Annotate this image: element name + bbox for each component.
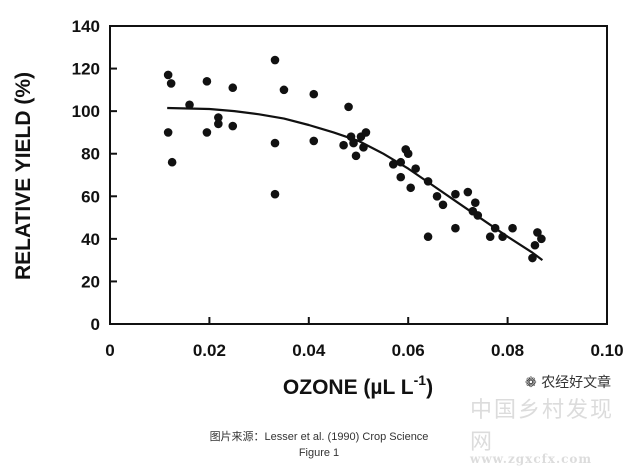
data-point [270, 189, 280, 199]
data-point [228, 83, 238, 93]
data-point [406, 183, 415, 193]
plot-frame [109, 25, 608, 325]
x-tick-label: 0 [105, 341, 114, 360]
x-axis-title-superscript: -1 [414, 372, 427, 388]
data-point [163, 128, 173, 137]
data-point [463, 187, 473, 197]
data-point [451, 223, 460, 233]
wechat-watermark: ❁ 农经好文章 [525, 372, 611, 392]
data-point [344, 102, 353, 112]
data-point [349, 138, 358, 148]
data-point [309, 89, 319, 99]
site-watermark-name: 中国乡村发现网 [470, 398, 615, 455]
source-caption: 图片来源：Lesser et al. (1990) Crop Science [209, 431, 429, 443]
data-point [411, 164, 420, 173]
x-tick-label: 0.08 [491, 341, 524, 360]
data-point [361, 128, 371, 137]
x-tick-label: 0.10 [590, 341, 623, 360]
x-tick-label: 0.02 [193, 341, 226, 360]
data-point [490, 223, 500, 233]
data-point [396, 172, 406, 182]
data-point [163, 70, 173, 80]
data-points-layer [163, 55, 546, 263]
data-point [451, 189, 460, 199]
data-point [528, 253, 537, 263]
data-point [270, 138, 280, 148]
data-point [485, 232, 495, 242]
data-point [498, 232, 507, 242]
data-point [279, 85, 289, 95]
y-tick-label: 0 [91, 315, 100, 334]
x-tick-label: 0.04 [292, 341, 326, 360]
data-point [508, 223, 517, 233]
data-point [167, 157, 177, 167]
site-watermark: 中国乡村发现网 www.zgxcfx.com [470, 392, 635, 466]
data-point [537, 234, 546, 244]
data-point [530, 240, 540, 250]
y-tick-label: 140 [72, 17, 100, 36]
x-axis-title: OZONE (µL L-1) [283, 372, 433, 399]
wechat-account-name: 农经好文章 [541, 375, 612, 391]
data-point [388, 160, 398, 169]
data-point [202, 128, 212, 137]
data-point [166, 79, 176, 88]
y-axis-title: RELATIVE YIELD (%) [12, 72, 35, 280]
x-tick-label: 0.06 [392, 341, 425, 360]
y-tick-label: 120 [72, 60, 100, 79]
y-tick-label: 80 [81, 145, 100, 164]
data-point [359, 143, 368, 152]
figure-label: Figure 1 [298, 447, 340, 459]
data-point [228, 121, 238, 131]
data-point [438, 200, 448, 210]
data-point [432, 191, 442, 201]
data-point [339, 140, 348, 150]
data-point [351, 151, 361, 161]
data-point [473, 211, 483, 220]
y-axis-ticks: 0 20 40 60 80 100 120 140 [72, 17, 117, 334]
y-tick-label: 60 [81, 187, 100, 206]
x-axis-title-main: OZONE (µL L [283, 376, 414, 399]
data-point [214, 119, 223, 129]
data-point [214, 113, 223, 122]
data-point [533, 228, 542, 237]
data-point [470, 198, 480, 207]
y-tick-label: 20 [81, 272, 100, 291]
data-point [423, 232, 433, 242]
site-watermark-url: www.zgxcfx.com [470, 452, 593, 466]
data-point [396, 157, 406, 167]
data-point [185, 100, 194, 110]
data-point [423, 177, 433, 186]
y-tick-label: 40 [81, 230, 100, 249]
data-point [202, 77, 212, 86]
wechat-icon: ❁ [525, 375, 537, 391]
data-point [270, 55, 280, 65]
data-point [309, 136, 319, 146]
x-axis-ticks: 0 0.02 0.04 0.06 0.08 0.10 [105, 317, 624, 360]
y-tick-label: 100 [72, 102, 100, 121]
data-point [403, 149, 413, 159]
x-axis-title-close: ) [426, 376, 433, 399]
